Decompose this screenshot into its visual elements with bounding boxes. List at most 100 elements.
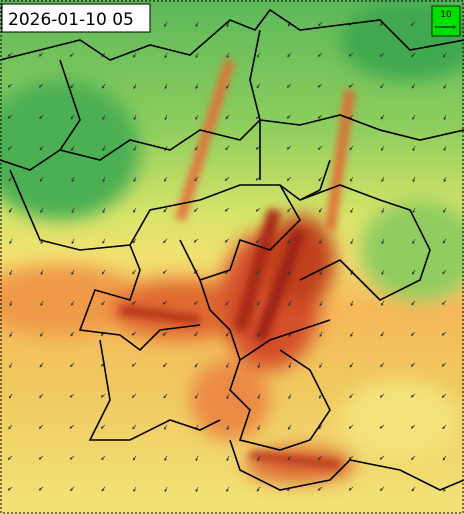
wind-arrow bbox=[381, 145, 385, 151]
wind-arrow bbox=[442, 424, 447, 430]
wind-arrow bbox=[225, 300, 230, 306]
wind-arrow bbox=[193, 300, 199, 305]
wind-arrow bbox=[226, 362, 230, 369]
wind-arrow bbox=[224, 176, 230, 181]
wind-arrow bbox=[226, 424, 230, 431]
wind-arrow bbox=[380, 83, 385, 89]
wind-arrow bbox=[257, 455, 261, 462]
wind-arrow bbox=[9, 300, 13, 307]
wind-arrow bbox=[317, 114, 323, 119]
wind-arrow bbox=[410, 424, 416, 429]
wind-arrow bbox=[380, 114, 385, 120]
wind-arrow bbox=[101, 83, 106, 89]
wind-arrow bbox=[441, 393, 447, 398]
wind-arrow bbox=[69, 393, 75, 398]
timestamp: 2026-01-10 05 bbox=[8, 10, 134, 30]
wind-arrow bbox=[70, 486, 75, 492]
wind-arrow bbox=[350, 207, 354, 214]
wind-arrow bbox=[71, 207, 75, 214]
wind-arrow bbox=[224, 238, 230, 243]
wind-arrow bbox=[319, 331, 323, 338]
wind-arrow bbox=[442, 269, 447, 275]
wind-arrows bbox=[7, 21, 447, 493]
wind-arrow bbox=[102, 207, 106, 214]
wind-arrow bbox=[412, 114, 416, 121]
wind-arrow bbox=[8, 207, 13, 213]
wind-arrow bbox=[412, 207, 416, 214]
wind-arrow bbox=[132, 424, 137, 430]
wind-arrow bbox=[287, 238, 292, 244]
wind-arrow bbox=[162, 300, 168, 305]
wind-arrow bbox=[7, 145, 13, 150]
wind-arrow bbox=[71, 300, 75, 306]
wind-arrow bbox=[133, 486, 137, 493]
wind-arrow bbox=[288, 424, 292, 430]
wind-arrow bbox=[442, 238, 447, 244]
wind-arrow bbox=[8, 393, 13, 399]
wind-arrow bbox=[318, 207, 323, 213]
wind-arrow bbox=[163, 207, 168, 213]
wind-arrow bbox=[162, 331, 168, 336]
wind-arrow bbox=[39, 145, 44, 151]
wind-arrow bbox=[349, 362, 354, 368]
wind-arrow bbox=[287, 207, 292, 213]
wind-arrow bbox=[133, 114, 137, 121]
wind-arrow bbox=[164, 455, 168, 462]
wind-arrow bbox=[70, 83, 75, 89]
wind-arrow bbox=[379, 424, 385, 429]
wind-arrow bbox=[441, 362, 447, 367]
wind-arrow bbox=[411, 455, 416, 461]
wind-arrow bbox=[195, 455, 199, 462]
wind-arrow bbox=[443, 114, 447, 121]
wind-arrow bbox=[101, 486, 106, 492]
wind-arrow bbox=[71, 269, 75, 276]
wind-arrow bbox=[318, 176, 323, 182]
wind-arrow bbox=[164, 424, 168, 430]
timestamp-box bbox=[1, 3, 151, 33]
wind-arrow bbox=[71, 238, 75, 245]
wind-arrow bbox=[411, 300, 416, 306]
wind-arrow bbox=[164, 52, 168, 59]
wind-arrow bbox=[194, 176, 199, 182]
wind-arrow bbox=[132, 238, 137, 244]
wind-arrow bbox=[195, 114, 199, 121]
wind-arrow bbox=[317, 455, 323, 460]
wind-arrow bbox=[257, 362, 261, 369]
wind-arrow bbox=[257, 424, 261, 431]
wind-arrow bbox=[40, 269, 44, 276]
wind-arrow bbox=[38, 455, 44, 460]
wind-arrow bbox=[193, 207, 199, 212]
wind-arrow bbox=[287, 21, 292, 27]
wind-arrow bbox=[163, 393, 168, 399]
legend-box bbox=[431, 5, 461, 37]
wind-arrow bbox=[195, 21, 199, 28]
wind-arrow bbox=[133, 145, 137, 152]
wind-arrow bbox=[226, 83, 230, 89]
wind-arrow bbox=[348, 486, 354, 491]
wind-arrow bbox=[38, 52, 44, 57]
wind-arrow bbox=[101, 300, 106, 306]
wind-arrow bbox=[256, 238, 261, 244]
wind-arrow bbox=[411, 83, 416, 89]
legend-label: 10 bbox=[440, 10, 452, 20]
wind-arrow bbox=[288, 393, 292, 400]
wind-arrow bbox=[411, 269, 416, 275]
wind-arrow bbox=[131, 362, 137, 367]
wind-arrow bbox=[319, 269, 323, 276]
wind-arrow bbox=[318, 424, 323, 430]
wind-arrow bbox=[100, 393, 106, 398]
wind-arrow bbox=[348, 455, 354, 460]
wind-arrow bbox=[7, 486, 13, 491]
wind-arrow bbox=[8, 176, 13, 182]
wind-arrow bbox=[69, 52, 75, 57]
wind-arrow bbox=[379, 52, 385, 57]
wind-arrow bbox=[349, 145, 354, 151]
wind-arrow bbox=[39, 362, 44, 368]
wind-arrow bbox=[133, 52, 137, 58]
wind-arrow bbox=[226, 393, 230, 400]
wind-arrow bbox=[410, 21, 416, 26]
wind-arrow bbox=[443, 176, 447, 183]
wind-arrow bbox=[412, 176, 416, 183]
